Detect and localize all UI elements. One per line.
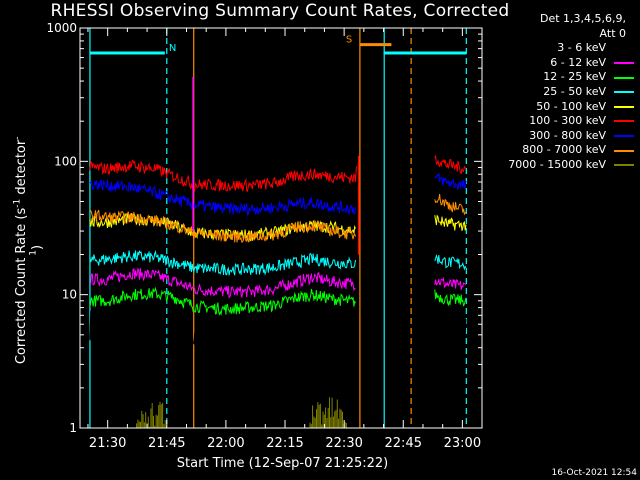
- x-tick-label: 21:30: [89, 436, 126, 451]
- legend-item-swatch: [614, 91, 634, 94]
- legend-item-swatch: [614, 105, 634, 108]
- series-8-segment-1: [309, 397, 349, 428]
- plot-frame: [79, 27, 483, 429]
- series-8-segment-0: [136, 401, 167, 428]
- x-tick-label: 21:45: [148, 436, 185, 451]
- series-6-segment-1: [434, 172, 467, 190]
- series-3-segment-1: [434, 254, 467, 271]
- legend-item-label: 800 - 7000 keV: [522, 143, 606, 157]
- legend-item: 300 - 800 keV: [482, 129, 638, 144]
- series-lines: [89, 76, 467, 428]
- legend-item: 50 - 100 keV: [482, 100, 638, 115]
- x-axis-label: Start Time (12-Sep-07 21:25:22): [176, 456, 389, 471]
- y-tick-label: 100: [54, 154, 77, 168]
- legend-item-label: 300 - 800 keV: [529, 128, 606, 142]
- legend-item-swatch: [614, 135, 634, 138]
- legend-item-label: 6 - 12 keV: [550, 55, 606, 69]
- axes: 1 10 100 1000 21:30 21:45 22:00 22:15 22:30 22:45…: [46, 21, 483, 451]
- legend-item-swatch: [614, 76, 634, 79]
- x-tick-label: 22:30: [325, 436, 362, 451]
- series-1-segment-1: [434, 276, 467, 290]
- x-tick-label: 22:15: [266, 436, 303, 451]
- series-0-segment-1: [434, 302, 467, 340]
- series-2-segment-1: [434, 289, 467, 307]
- series-0-segment-0: [89, 293, 356, 351]
- legend-item: 12 - 25 keV: [482, 70, 638, 85]
- legend-item-label: 100 - 300 keV: [529, 114, 606, 128]
- timestamp: 16-Oct-2021 12:54: [551, 468, 637, 478]
- legend-item: 800 - 7000 keV: [482, 143, 638, 158]
- y-axis-label: Corrected Count Rate (s-1 detector-1): [12, 136, 46, 365]
- y-tick-label: 1: [69, 421, 77, 435]
- legend-header: Det 1,3,4,5,6,9,: [539, 12, 626, 25]
- series-7-segment-1: [434, 194, 467, 216]
- x-tick-label: 22:00: [207, 436, 244, 451]
- annotation-label-0: N: [169, 43, 176, 54]
- legend-header-attenuator: Att 0: [599, 26, 626, 40]
- series-5-segment-1: [434, 155, 467, 175]
- annotation-bars: NS: [89, 35, 467, 55]
- legend-item-swatch: [614, 62, 634, 65]
- legend-item-swatch: [614, 120, 634, 123]
- y-tick-label: 10: [62, 288, 77, 302]
- series-6-segment-0: [89, 178, 356, 216]
- x-tick-label: 22:45: [385, 436, 422, 451]
- chart-title: RHESSI Observing Summary Count Rates, Co…: [50, 1, 510, 21]
- legend-item-label: 25 - 50 keV: [543, 84, 606, 98]
- x-tick-label: 23:00: [444, 436, 481, 451]
- legend-item-swatch: [614, 164, 634, 167]
- series-2-segment-0: [89, 286, 356, 317]
- legend-item-swatch: [614, 149, 634, 152]
- legend-item: 100 - 300 keV: [482, 114, 638, 129]
- legend-item-label: 50 - 100 keV: [536, 99, 606, 113]
- legend-item-label: 3 - 6 keV: [557, 41, 606, 55]
- y-tick-label: 1000: [46, 21, 77, 35]
- legend: Det 1,3,4,5,6,9, Att 0 3 - 6 keV 6 - 12 k…: [482, 12, 638, 173]
- legend-item-label: 12 - 25 keV: [543, 70, 606, 84]
- series-3-segment-0: [89, 249, 356, 276]
- series-5-segment-0: [89, 159, 358, 193]
- legend-item-label: 7000 - 15000 keV: [508, 157, 606, 171]
- legend-item: 7000 - 15000 keV: [482, 158, 638, 173]
- legend-item: 25 - 50 keV: [482, 85, 638, 100]
- annotation-label-1: S: [346, 35, 352, 46]
- series-4-segment-1: [434, 214, 467, 231]
- legend-item: 6 - 12 keV: [482, 56, 638, 71]
- series-7-segment-0: [89, 209, 356, 243]
- legend-item: 3 - 6 keV: [482, 41, 638, 56]
- series-1-segment-0: [89, 267, 356, 299]
- legend-item-swatch: [614, 47, 634, 50]
